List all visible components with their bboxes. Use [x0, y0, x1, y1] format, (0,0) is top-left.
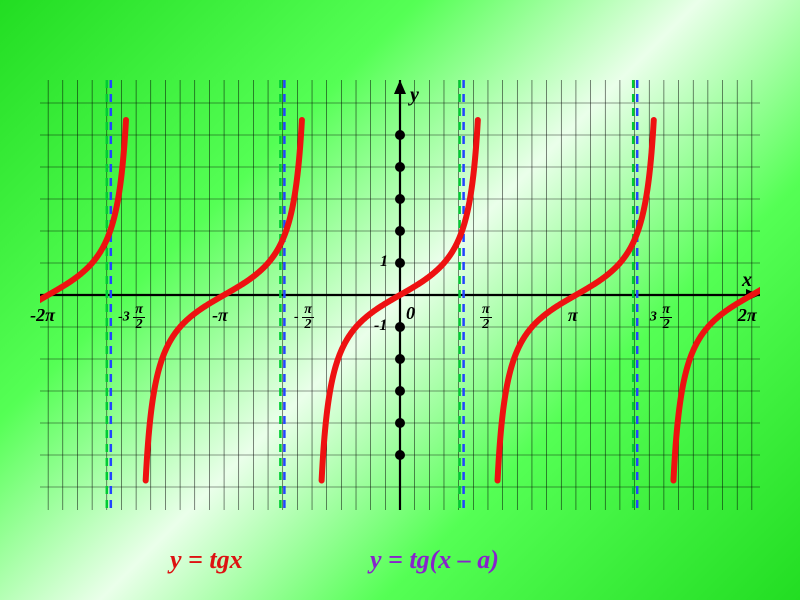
tick-pi2: π2 — [480, 303, 492, 332]
tick-3pi2: 3 π2 — [650, 303, 672, 332]
tick-negpi2: - π2 — [294, 303, 314, 332]
origin-label: 0 — [406, 303, 415, 324]
y-axis-label: у — [410, 84, 419, 107]
tick-neg1: -1 — [374, 317, 387, 335]
equation-tgx: y = tgx — [170, 545, 243, 575]
tick-neg2pi: -2π — [30, 305, 55, 326]
tick-pi: π — [568, 305, 578, 326]
tick-1: 1 — [380, 253, 388, 271]
tick-neg3pi2: -3 π2 — [118, 303, 145, 332]
tangent-chart — [40, 80, 760, 510]
tick-2pi: 2π — [738, 305, 757, 326]
x-axis-label: х — [742, 269, 752, 292]
tick-negpi: -π — [212, 305, 228, 326]
equation-tgx-shifted: y = tg(x – a) — [370, 545, 499, 575]
